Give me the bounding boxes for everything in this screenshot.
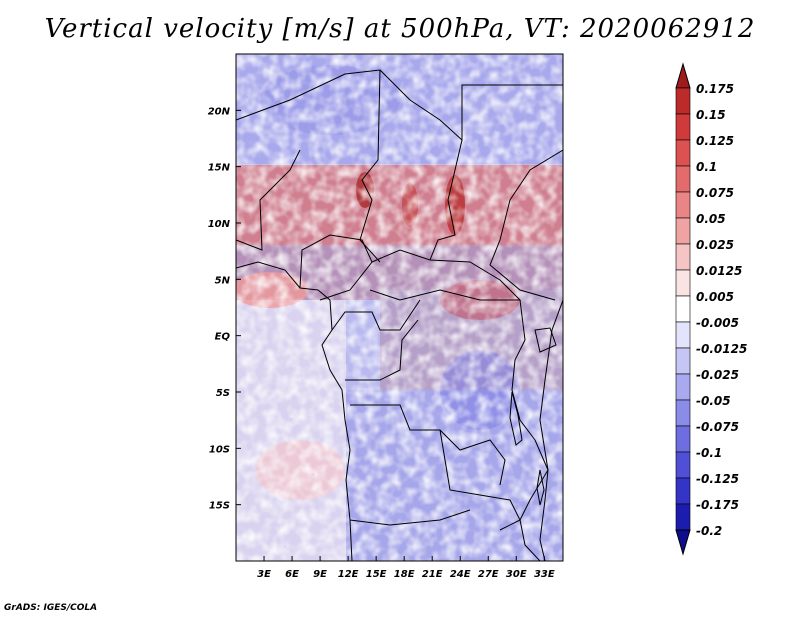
colorbar-label: 0.005 — [696, 290, 734, 304]
colorbar: 0.175 0.15 0.125 0.1 0.075 0.05 0.025 0.0125 0.0… — [675, 62, 747, 556]
colorbar-label: -0.05 — [696, 394, 731, 408]
field-texture-dark — [236, 54, 563, 561]
lon-tick-label: 27E — [478, 569, 499, 580]
colorbar-swatch — [675, 295, 691, 323]
lon-tick-label: 30E — [506, 569, 527, 580]
lon-tick-label: 3E — [257, 569, 271, 580]
lat-tick-label: 5N — [215, 275, 231, 286]
colorbar-label: -0.0125 — [696, 342, 747, 356]
lake-tanganyika — [509, 391, 523, 446]
map-frame — [235, 53, 564, 562]
colorbar-label: -0.175 — [696, 498, 739, 512]
lat-tick-label: 20N — [208, 106, 231, 117]
coastline-west — [236, 261, 353, 561]
lat-tick-label: 15N — [208, 163, 231, 174]
colorbar-label: -0.005 — [696, 316, 739, 330]
lon-tick-label: 15E — [366, 569, 387, 580]
colorbar-swatch — [675, 373, 691, 401]
colorbar-swatch — [675, 399, 691, 427]
colorbar-swatch — [675, 425, 691, 453]
border-sudan-ethiopia — [489, 149, 563, 301]
border-chad-sudan — [429, 139, 463, 261]
lat-tick-label: 15S — [209, 501, 230, 512]
lat-tick-label: EQ — [215, 332, 231, 343]
colorbar-swatch — [675, 165, 691, 193]
colorbar-swatch — [675, 139, 691, 167]
border-sahel-west — [236, 149, 301, 251]
colorbar-swatch — [675, 503, 691, 531]
colorbar-label: -0.075 — [696, 420, 739, 434]
border-car — [369, 249, 522, 301]
axis-ticks: 3E 6E 9E 12E 15E 18E 21E 24E 27E 30E 33E 20N 15N 10N 5… — [208, 106, 555, 580]
border-nigeria — [299, 234, 373, 301]
colorbar-label: 0.175 — [696, 82, 734, 96]
colorbar-swatch — [675, 191, 691, 219]
colorbar-swatch — [675, 477, 691, 505]
colorbar-swatch — [675, 347, 691, 375]
lon-tick-label: 24E — [450, 569, 471, 580]
colorbar-swatch — [675, 217, 691, 245]
lake-victoria — [534, 327, 557, 353]
colorbar-label: 0.075 — [696, 186, 734, 200]
lat-tick-label: 5S — [216, 388, 230, 399]
colorbar-label: 0.025 — [696, 238, 734, 252]
colorbar-label: 0.125 — [696, 134, 734, 148]
colorbar-swatch — [675, 243, 691, 271]
border-sahara — [236, 69, 563, 142]
colorbar-swatch — [675, 269, 691, 297]
country-borders — [236, 69, 563, 561]
colorbar-label: -0.125 — [696, 472, 739, 486]
colorbar-label: 0.15 — [696, 108, 726, 122]
lat-tick-label: 10S — [209, 444, 230, 455]
colorbar-label: 0.0125 — [696, 264, 742, 278]
border-drc-south — [350, 404, 506, 486]
grads-credit: GrADS: IGES/COLA — [4, 603, 98, 613]
lon-tick-label: 9E — [313, 569, 327, 580]
colorbar-swatch — [675, 321, 691, 349]
border-congo-basin — [331, 299, 421, 331]
colorbar-label: 0.1 — [696, 160, 717, 174]
colorbar-bottom-arrow — [675, 529, 691, 556]
lake-malawi — [536, 469, 545, 506]
border-drc-west — [345, 319, 419, 381]
colorbar-label: -0.1 — [696, 446, 722, 460]
colorbar-top-arrow — [675, 62, 691, 89]
colorbar-label: -0.2 — [696, 524, 722, 538]
lon-tick-label: 18E — [394, 569, 415, 580]
velocity-field — [236, 54, 563, 561]
lon-tick-label: 12E — [338, 569, 359, 580]
colorbar-label: -0.025 — [696, 368, 739, 382]
border-zambia — [439, 429, 521, 531]
lat-tick-label: 10N — [208, 219, 231, 230]
lon-tick-label: 33E — [534, 569, 555, 580]
border-mozambique — [519, 439, 549, 561]
colorbar-swatch — [675, 113, 691, 141]
colorbar-swatch — [675, 451, 691, 479]
map-title: Vertical velocity [m/s] at 500hPa, VT: 2… — [44, 14, 756, 44]
colorbar-label: 0.05 — [696, 212, 726, 226]
lon-tick-label: 6E — [285, 569, 299, 580]
border-great-lakes — [511, 299, 536, 441]
border-angola-namibia — [349, 509, 471, 526]
lon-tick-label: 21E — [422, 569, 443, 580]
coastline-east — [539, 299, 563, 561]
colorbar-swatch — [675, 87, 691, 115]
